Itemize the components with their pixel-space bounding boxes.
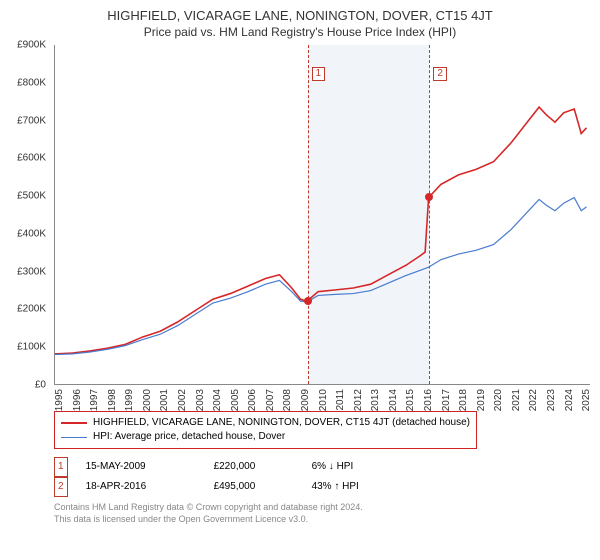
x-tick-label: 2000 — [142, 389, 153, 411]
x-tick-label: 2007 — [265, 389, 276, 411]
legend-row: HIGHFIELD, VICARAGE LANE, NONINGTON, DOV… — [61, 416, 470, 430]
line-series-svg — [55, 45, 590, 384]
y-tick-label: £900K — [17, 40, 46, 51]
footer-line: Contains HM Land Registry data © Crown c… — [54, 501, 590, 513]
x-tick-label: 2024 — [564, 389, 575, 411]
x-tick-label: 2021 — [511, 389, 522, 411]
footer: Contains HM Land Registry data © Crown c… — [54, 501, 590, 525]
series-hpi — [55, 198, 587, 355]
footer-line: This data is licensed under the Open Gov… — [54, 513, 590, 525]
x-tick-label: 2008 — [282, 389, 293, 411]
x-tick-label: 2025 — [581, 389, 592, 411]
y-axis-labels: £0£100K£200K£300K£400K£500K£600K£700K£80… — [10, 45, 50, 385]
sale-number: 1 — [54, 457, 68, 477]
plot: 12 — [54, 45, 590, 385]
sale-events: 1 15-MAY-2009 £220,000 6% ↓ HPI 2 18-APR-2016… — [54, 457, 590, 497]
x-tick-label: 2017 — [441, 389, 452, 411]
sale-number: 2 — [54, 477, 68, 497]
y-tick-label: £600K — [17, 153, 46, 164]
chart-subtitle: Price paid vs. HM Land Registry's House … — [10, 25, 590, 39]
plot-area: £0 £100K £200K £300K £400K £500K £600K £700K £80… — [10, 45, 590, 405]
series-property — [55, 107, 587, 354]
legend: HIGHFIELD, VICARAGE LANE, NONINGTON, DOV… — [54, 411, 477, 449]
sale-date: 15-MAY-2009 — [86, 458, 196, 476]
x-tick-label: 2012 — [353, 389, 364, 411]
legend-row: HPI: Average price, detached house, Dove… — [61, 430, 470, 444]
x-tick-label: 2020 — [493, 389, 504, 411]
x-tick-label: 2005 — [230, 389, 241, 411]
x-tick-label: 2022 — [528, 389, 539, 411]
sale-marker-number: 2 — [433, 67, 447, 81]
x-tick-label: 1996 — [72, 389, 83, 411]
x-tick-label: 1999 — [124, 389, 135, 411]
x-tick-label: 2011 — [335, 389, 346, 411]
sale-hpi-delta: 43% ↑ HPI — [312, 478, 412, 496]
x-tick-label: 2003 — [195, 389, 206, 411]
y-tick-label: £0 — [35, 380, 46, 391]
legend-label: HPI: Average price, detached house, Dove… — [93, 430, 285, 444]
y-tick-label: £200K — [17, 304, 46, 315]
legend-label: HIGHFIELD, VICARAGE LANE, NONINGTON, DOV… — [93, 416, 470, 430]
y-tick-label: £800K — [17, 77, 46, 88]
x-tick-label: 1998 — [107, 389, 118, 411]
x-tick-label: 2006 — [247, 389, 258, 411]
sale-marker-number: 1 — [312, 67, 326, 81]
y-tick-label: £100K — [17, 342, 46, 353]
x-tick-label: 2009 — [300, 389, 311, 411]
sale-price: £220,000 — [214, 458, 294, 476]
x-tick-label: 2004 — [212, 389, 223, 411]
sale-marker-line — [308, 45, 309, 384]
legend-swatch — [61, 422, 87, 424]
x-tick-label: 2016 — [423, 389, 434, 411]
y-tick-label: £500K — [17, 191, 46, 202]
x-tick-label: 2015 — [405, 389, 416, 411]
sale-row: 2 18-APR-2016 £495,000 43% ↑ HPI — [54, 477, 590, 497]
sale-marker-dot — [425, 193, 433, 201]
x-axis-labels: 1995199619971998199920002001200220032004… — [54, 385, 590, 405]
sale-price: £495,000 — [214, 478, 294, 496]
sale-marker-dot — [304, 297, 312, 305]
sale-row: 1 15-MAY-2009 £220,000 6% ↓ HPI — [54, 457, 590, 477]
x-tick-label: 1995 — [54, 389, 65, 411]
x-tick-label: 1997 — [89, 389, 100, 411]
sale-hpi-delta: 6% ↓ HPI — [312, 458, 412, 476]
x-tick-label: 2002 — [177, 389, 188, 411]
y-tick-label: £400K — [17, 228, 46, 239]
x-tick-label: 2019 — [476, 389, 487, 411]
x-tick-label: 2010 — [318, 389, 329, 411]
y-tick-label: £700K — [17, 115, 46, 126]
x-tick-label: 2001 — [159, 389, 170, 411]
chart-container: HIGHFIELD, VICARAGE LANE, NONINGTON, DOV… — [0, 0, 600, 529]
x-tick-label: 2023 — [546, 389, 557, 411]
sale-marker-line — [429, 45, 430, 384]
x-tick-label: 2018 — [458, 389, 469, 411]
legend-swatch — [61, 437, 87, 438]
y-tick-label: £300K — [17, 266, 46, 277]
sale-date: 18-APR-2016 — [86, 478, 196, 496]
chart-title: HIGHFIELD, VICARAGE LANE, NONINGTON, DOV… — [10, 8, 590, 23]
x-tick-label: 2013 — [370, 389, 381, 411]
x-tick-label: 2014 — [388, 389, 399, 411]
